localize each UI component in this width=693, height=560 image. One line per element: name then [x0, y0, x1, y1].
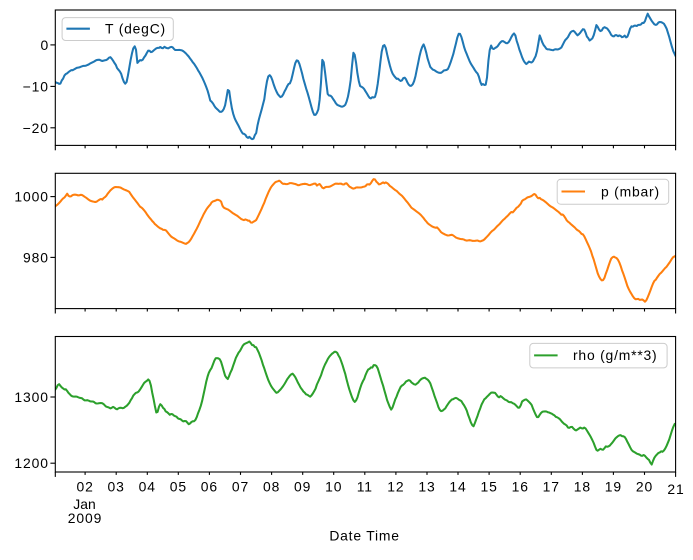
svg-text:21: 21 [667, 481, 684, 497]
svg-text:12: 12 [387, 479, 404, 495]
svg-text:08: 08 [263, 479, 280, 495]
svg-text:05: 05 [170, 479, 187, 495]
svg-text:15: 15 [480, 479, 497, 495]
svg-text:03: 03 [108, 479, 125, 495]
svg-text:14: 14 [449, 479, 466, 495]
svg-text:06: 06 [201, 479, 218, 495]
svg-text:11: 11 [357, 479, 373, 495]
svg-text:T (degC): T (degC) [105, 20, 166, 36]
svg-text:16: 16 [512, 479, 529, 495]
svg-text:1300: 1300 [14, 389, 49, 405]
svg-text:13: 13 [418, 479, 435, 495]
svg-text:09: 09 [294, 479, 311, 495]
svg-text:p (mbar): p (mbar) [601, 183, 660, 199]
svg-text:980: 980 [23, 249, 49, 265]
svg-text:−10: −10 [23, 78, 49, 94]
svg-text:rho (g/m**3): rho (g/m**3) [573, 347, 657, 363]
svg-text:10: 10 [325, 479, 342, 495]
svg-text:2009: 2009 [68, 510, 103, 526]
svg-text:17: 17 [543, 479, 560, 495]
svg-text:−20: −20 [23, 120, 49, 136]
svg-text:Date Time: Date Time [329, 528, 400, 544]
svg-text:1000: 1000 [14, 189, 49, 205]
svg-text:20: 20 [636, 479, 653, 495]
svg-text:18: 18 [574, 479, 591, 495]
svg-text:1200: 1200 [14, 455, 49, 471]
svg-text:02: 02 [76, 479, 93, 495]
svg-text:07: 07 [232, 479, 249, 495]
svg-text:19: 19 [605, 479, 622, 495]
svg-text:0: 0 [40, 37, 48, 53]
svg-text:04: 04 [139, 479, 156, 495]
svg-text:Jan: Jan [73, 496, 95, 512]
